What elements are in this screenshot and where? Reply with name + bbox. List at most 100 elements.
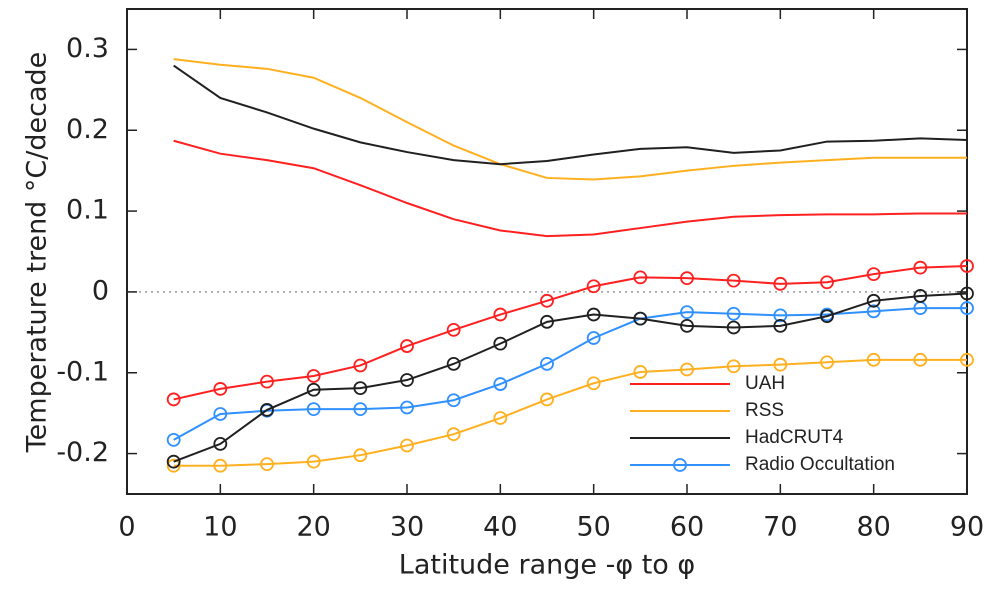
point bbox=[960, 352, 974, 367]
point bbox=[400, 438, 414, 453]
y-tick-label: 0 bbox=[92, 275, 109, 306]
series-line bbox=[173, 358, 967, 467]
point bbox=[866, 267, 881, 282]
point bbox=[306, 402, 321, 417]
point bbox=[586, 307, 601, 322]
series-line bbox=[173, 58, 967, 181]
point bbox=[680, 305, 694, 320]
point bbox=[353, 358, 368, 373]
x-axis-label: Latitude range -φ to φ bbox=[399, 550, 695, 581]
point bbox=[586, 331, 601, 345]
series-line bbox=[173, 265, 968, 401]
x-tick-label: 0 bbox=[118, 512, 135, 543]
point bbox=[773, 357, 788, 372]
point bbox=[306, 369, 321, 383]
point bbox=[166, 458, 181, 473]
point bbox=[680, 362, 694, 377]
point bbox=[633, 311, 648, 326]
legend-marker bbox=[673, 458, 687, 472]
x-tick-label: 90 bbox=[950, 512, 984, 543]
point bbox=[773, 276, 788, 291]
point bbox=[213, 407, 228, 421]
x-tick-label: 10 bbox=[203, 512, 237, 543]
point bbox=[213, 382, 228, 396]
point bbox=[773, 308, 788, 323]
series-line bbox=[173, 307, 967, 441]
point bbox=[446, 323, 461, 337]
point bbox=[540, 356, 554, 371]
point bbox=[726, 273, 741, 288]
x-tick-label: 70 bbox=[763, 512, 797, 543]
point bbox=[726, 359, 741, 374]
x-tick-label: 20 bbox=[296, 512, 330, 543]
y-tick-label: 0.3 bbox=[66, 33, 109, 64]
x-tick-label: 40 bbox=[483, 512, 517, 543]
point bbox=[260, 403, 274, 417]
y-tick-label: 0.2 bbox=[66, 114, 109, 145]
legend-label: HadCRUT4 bbox=[745, 427, 844, 448]
point bbox=[960, 259, 974, 273]
x-tick-label: 50 bbox=[576, 512, 610, 543]
point bbox=[353, 448, 368, 463]
point bbox=[306, 382, 321, 397]
point bbox=[260, 457, 274, 471]
point bbox=[540, 293, 554, 308]
point bbox=[866, 352, 881, 367]
point bbox=[633, 270, 648, 285]
plot-frame bbox=[126, 8, 968, 495]
point bbox=[493, 411, 508, 425]
point bbox=[306, 454, 321, 469]
point bbox=[446, 356, 461, 371]
point bbox=[166, 432, 181, 447]
point bbox=[166, 454, 181, 469]
series-line bbox=[173, 292, 968, 463]
x-tick-label: 30 bbox=[390, 512, 424, 543]
point bbox=[493, 307, 508, 322]
point bbox=[400, 400, 414, 415]
point bbox=[913, 260, 928, 275]
point bbox=[680, 271, 694, 286]
point bbox=[866, 293, 881, 308]
point bbox=[820, 275, 834, 290]
y-axis-label: Temperature trend °C/decade bbox=[22, 52, 53, 454]
y-tick-label: -0.1 bbox=[56, 356, 109, 387]
point bbox=[353, 381, 368, 396]
point bbox=[493, 377, 508, 391]
point bbox=[400, 373, 414, 387]
point bbox=[540, 314, 554, 329]
point bbox=[820, 309, 834, 324]
point bbox=[633, 365, 648, 379]
point bbox=[213, 436, 228, 451]
point bbox=[726, 306, 741, 321]
x-tick-label: 60 bbox=[670, 512, 704, 543]
x-tick-label: 80 bbox=[856, 512, 890, 543]
point bbox=[213, 458, 228, 473]
point bbox=[820, 355, 834, 370]
y-tick-label: -0.2 bbox=[56, 437, 109, 468]
point bbox=[586, 376, 601, 391]
point bbox=[726, 320, 741, 335]
point bbox=[913, 289, 928, 303]
point bbox=[446, 393, 461, 408]
point bbox=[166, 392, 181, 407]
point bbox=[960, 286, 974, 301]
legend-label: UAH bbox=[745, 373, 785, 394]
point bbox=[773, 318, 788, 333]
point bbox=[400, 339, 414, 353]
y-tick-label: 0.1 bbox=[66, 195, 109, 226]
point bbox=[540, 392, 554, 407]
point bbox=[353, 402, 368, 417]
point bbox=[913, 352, 928, 367]
point bbox=[586, 279, 601, 294]
point bbox=[680, 318, 694, 333]
legend-label: Radio Occultation bbox=[745, 454, 895, 475]
series-line bbox=[173, 139, 967, 238]
point bbox=[446, 427, 461, 442]
point bbox=[493, 336, 508, 351]
series-line bbox=[173, 64, 968, 166]
point bbox=[960, 301, 974, 315]
legend-label: RSS bbox=[745, 400, 784, 421]
point bbox=[866, 304, 881, 319]
point bbox=[260, 374, 274, 389]
